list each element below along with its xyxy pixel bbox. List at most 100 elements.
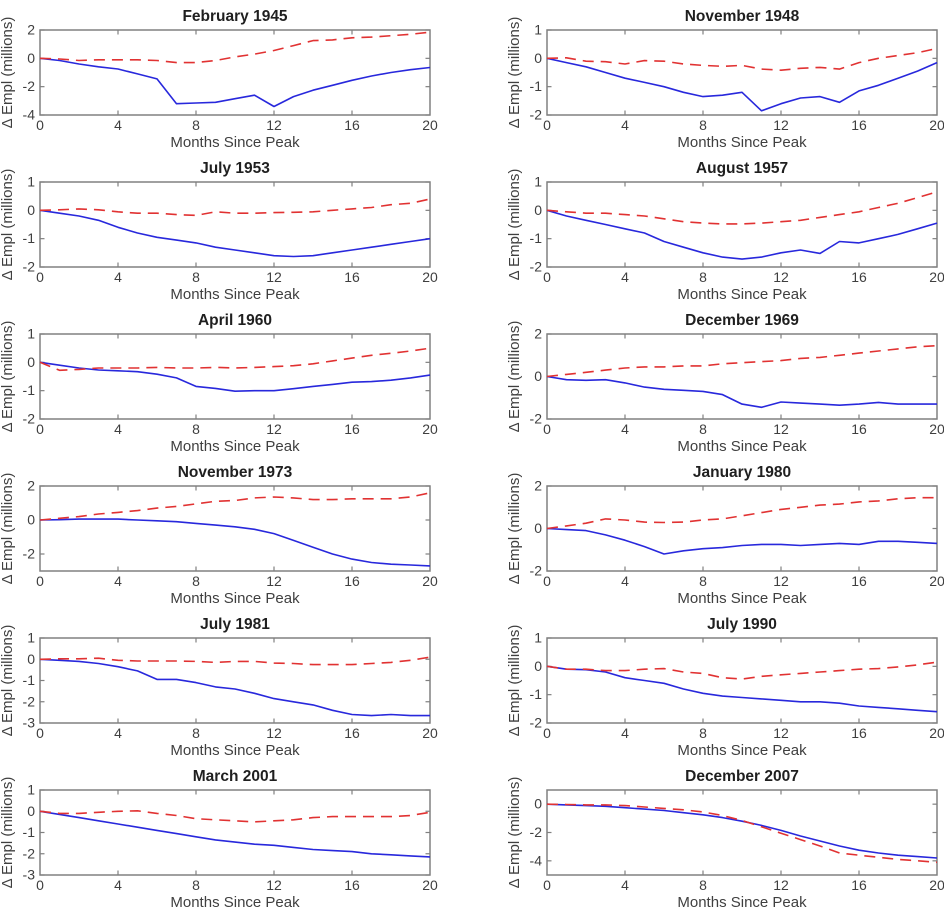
series-blue_solid (39, 810, 431, 858)
y-tick-label: 1 (27, 782, 35, 798)
plot-area: July 1981 Δ Empl (millions) 0 4 8 12 16 20 Month… (0, 616, 438, 759)
series-blue_solid (546, 209, 938, 260)
axis-box (39, 333, 431, 420)
x-tick-label: 16 (344, 725, 360, 741)
x-tick-label: 0 (36, 573, 44, 589)
series-blue_solid (39, 518, 431, 567)
x-tick-label: 0 (543, 725, 551, 741)
y-tick-label: 1 (27, 326, 35, 342)
x-tick-label: 4 (114, 573, 122, 589)
y-tick-label: -2 (530, 715, 543, 731)
y-tick-label: 2 (27, 478, 35, 494)
y-tick-label: 0 (27, 354, 35, 370)
y-tick-label: 0 (534, 658, 542, 674)
y-tick-label: -2 (23, 78, 36, 94)
x-tick-label: 0 (543, 421, 551, 437)
series-red_dashed (39, 809, 431, 823)
x-tick-label: 8 (699, 573, 707, 589)
series-blue_solid (546, 527, 938, 555)
plot-area: July 1990 Δ Empl (millions) 0 4 8 12 16 20 Month… (506, 616, 944, 759)
y-tick-label: 1 (27, 630, 35, 646)
plot-area: December 2007 Δ Empl (millions) 0 4 8 12 16 20 M… (506, 768, 944, 911)
x-tick-label: 20 (929, 877, 944, 893)
x-tick-label: 8 (192, 725, 200, 741)
chart-title: December 1969 (685, 312, 799, 329)
y-tick-label: 0 (534, 368, 542, 384)
subplot-november-1948: November 1948 Δ Empl (millions) 0 4 8 12 16 20 M… (472, 0, 944, 152)
x-tick-label: 4 (114, 877, 122, 893)
x-axis-label: Months Since Peak (677, 438, 807, 455)
x-tick-label: 4 (621, 573, 629, 589)
plot-area: August 1957 Δ Empl (millions) 0 4 8 12 16 20 Mon… (506, 160, 944, 303)
y-tick-label: 0 (534, 202, 542, 218)
x-tick-label: 12 (773, 421, 789, 437)
axis-box (39, 789, 431, 876)
axis-box (39, 29, 431, 116)
x-tick-label: 16 (851, 117, 867, 133)
chart-title: July 1981 (200, 616, 270, 633)
series-red_dashed (546, 191, 938, 225)
x-tick-label: 8 (192, 269, 200, 285)
series-red_dashed (546, 496, 937, 530)
x-tick-label: 4 (621, 269, 629, 285)
y-tick-label: -2 (23, 259, 36, 275)
x-tick-label: 12 (266, 573, 282, 589)
chart-title: August 1957 (696, 160, 788, 177)
x-tick-label: 4 (114, 421, 122, 437)
x-tick-label: 20 (422, 117, 438, 133)
x-tick-label: 12 (773, 573, 789, 589)
x-tick-label: 20 (929, 421, 944, 437)
x-tick-label: 0 (36, 117, 44, 133)
x-tick-label: 16 (851, 573, 867, 589)
y-tick-label: 0 (27, 803, 35, 819)
x-axis-label: Months Since Peak (677, 742, 807, 759)
axis-box (39, 181, 431, 268)
y-axis-label: Δ Empl (millions) (0, 17, 16, 129)
y-tick-label: 0 (534, 520, 542, 536)
subplot-february-1945: February 1945 Δ Empl (millions) 0 4 8 12 16 20 M… (0, 0, 472, 152)
subplot-march-2001: March 2001 Δ Empl (millions) 0 4 8 12 16 20 Mont… (0, 760, 472, 912)
chart-title: April 1960 (198, 312, 272, 329)
y-tick-label: -1 (23, 672, 36, 688)
x-tick-label: 8 (699, 269, 707, 285)
x-tick-label: 0 (543, 573, 551, 589)
plot-area: July 1953 Δ Empl (millions) 0 4 8 12 16 20 Month… (0, 160, 438, 303)
x-tick-label: 12 (773, 269, 789, 285)
x-tick-label: 8 (192, 877, 200, 893)
series-red_dashed (546, 661, 938, 680)
x-tick-label: 8 (699, 421, 707, 437)
x-axis-label: Months Since Peak (170, 438, 300, 455)
x-tick-label: 16 (344, 573, 360, 589)
x-tick-label: 20 (422, 877, 438, 893)
axis-box (39, 637, 431, 724)
subplot-december-2007: December 2007 Δ Empl (millions) 0 4 8 12 16 20 M… (472, 760, 944, 912)
axis-box (546, 789, 938, 876)
x-axis-label: Months Since Peak (677, 286, 807, 303)
chart-title: March 2001 (193, 768, 278, 785)
x-tick-label: 20 (929, 573, 944, 589)
x-tick-label: 20 (929, 725, 944, 741)
series-red_dashed (546, 803, 938, 864)
x-tick-label: 0 (543, 117, 551, 133)
subplot-august-1957: August 1957 Δ Empl (millions) 0 4 8 12 16 20 Mon… (472, 152, 944, 304)
series-red_dashed (39, 656, 431, 666)
x-tick-label: 0 (36, 269, 44, 285)
x-tick-label: 4 (114, 725, 122, 741)
y-tick-label: 1 (534, 22, 542, 38)
x-tick-label: 16 (344, 877, 360, 893)
x-tick-label: 4 (621, 117, 629, 133)
series-red_dashed (39, 31, 431, 64)
y-tick-label: -2 (530, 259, 543, 275)
x-tick-label: 0 (543, 269, 551, 285)
y-tick-label: -4 (530, 852, 543, 868)
y-tick-label: 1 (27, 174, 35, 190)
y-tick-label: -2 (23, 693, 36, 709)
y-tick-label: -1 (530, 686, 543, 702)
y-tick-label: 0 (534, 796, 542, 812)
axis-box (546, 637, 938, 724)
y-tick-label: -2 (530, 824, 543, 840)
x-tick-label: 16 (851, 269, 867, 285)
series-blue_solid (546, 803, 938, 859)
y-tick-label: -4 (23, 107, 36, 123)
